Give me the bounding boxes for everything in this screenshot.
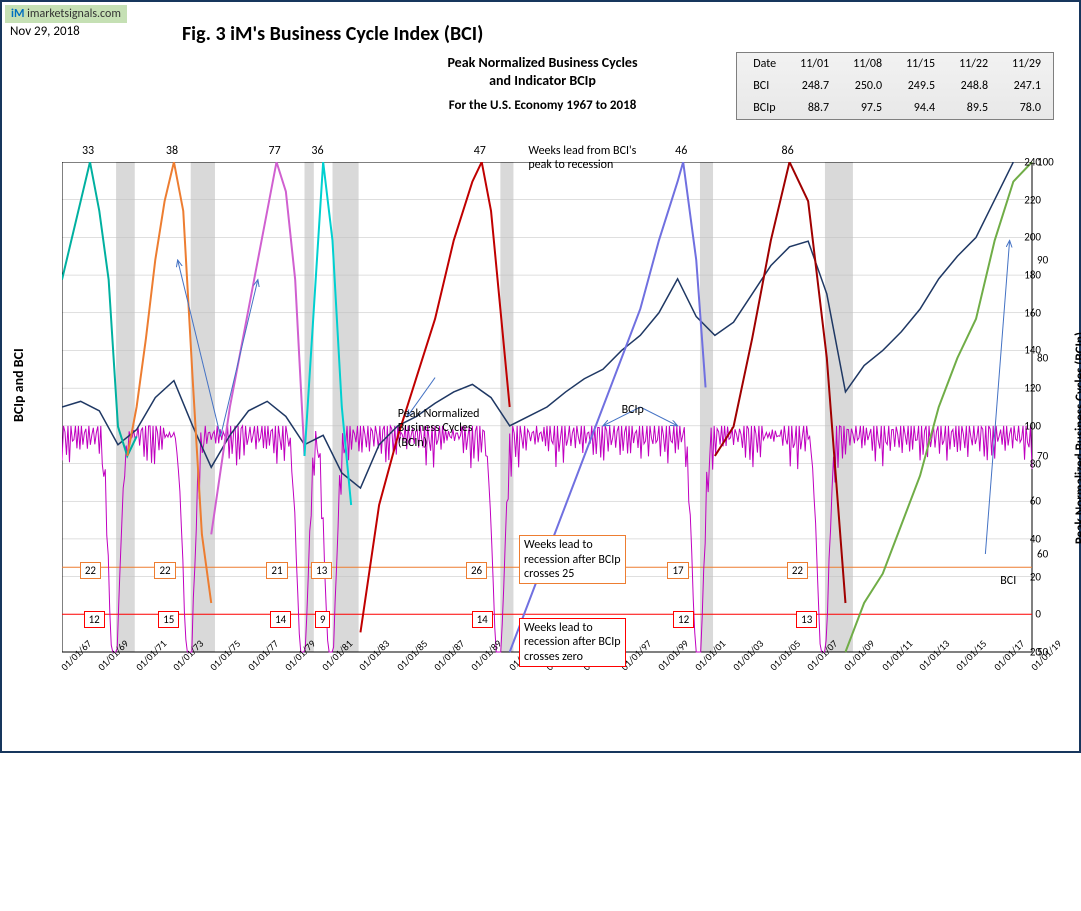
logo: iM imarketsignals.com: [5, 5, 127, 23]
y-axis-left-label: BCIp and BCI: [10, 348, 27, 422]
figure-title: Fig. 3 iM's Business Cycle Index (BCI): [182, 22, 483, 46]
date-stamp: Nov 29, 2018: [10, 24, 80, 39]
data-table: Date11/0111/0811/1511/2211/29BCI248.7250…: [736, 52, 1054, 120]
